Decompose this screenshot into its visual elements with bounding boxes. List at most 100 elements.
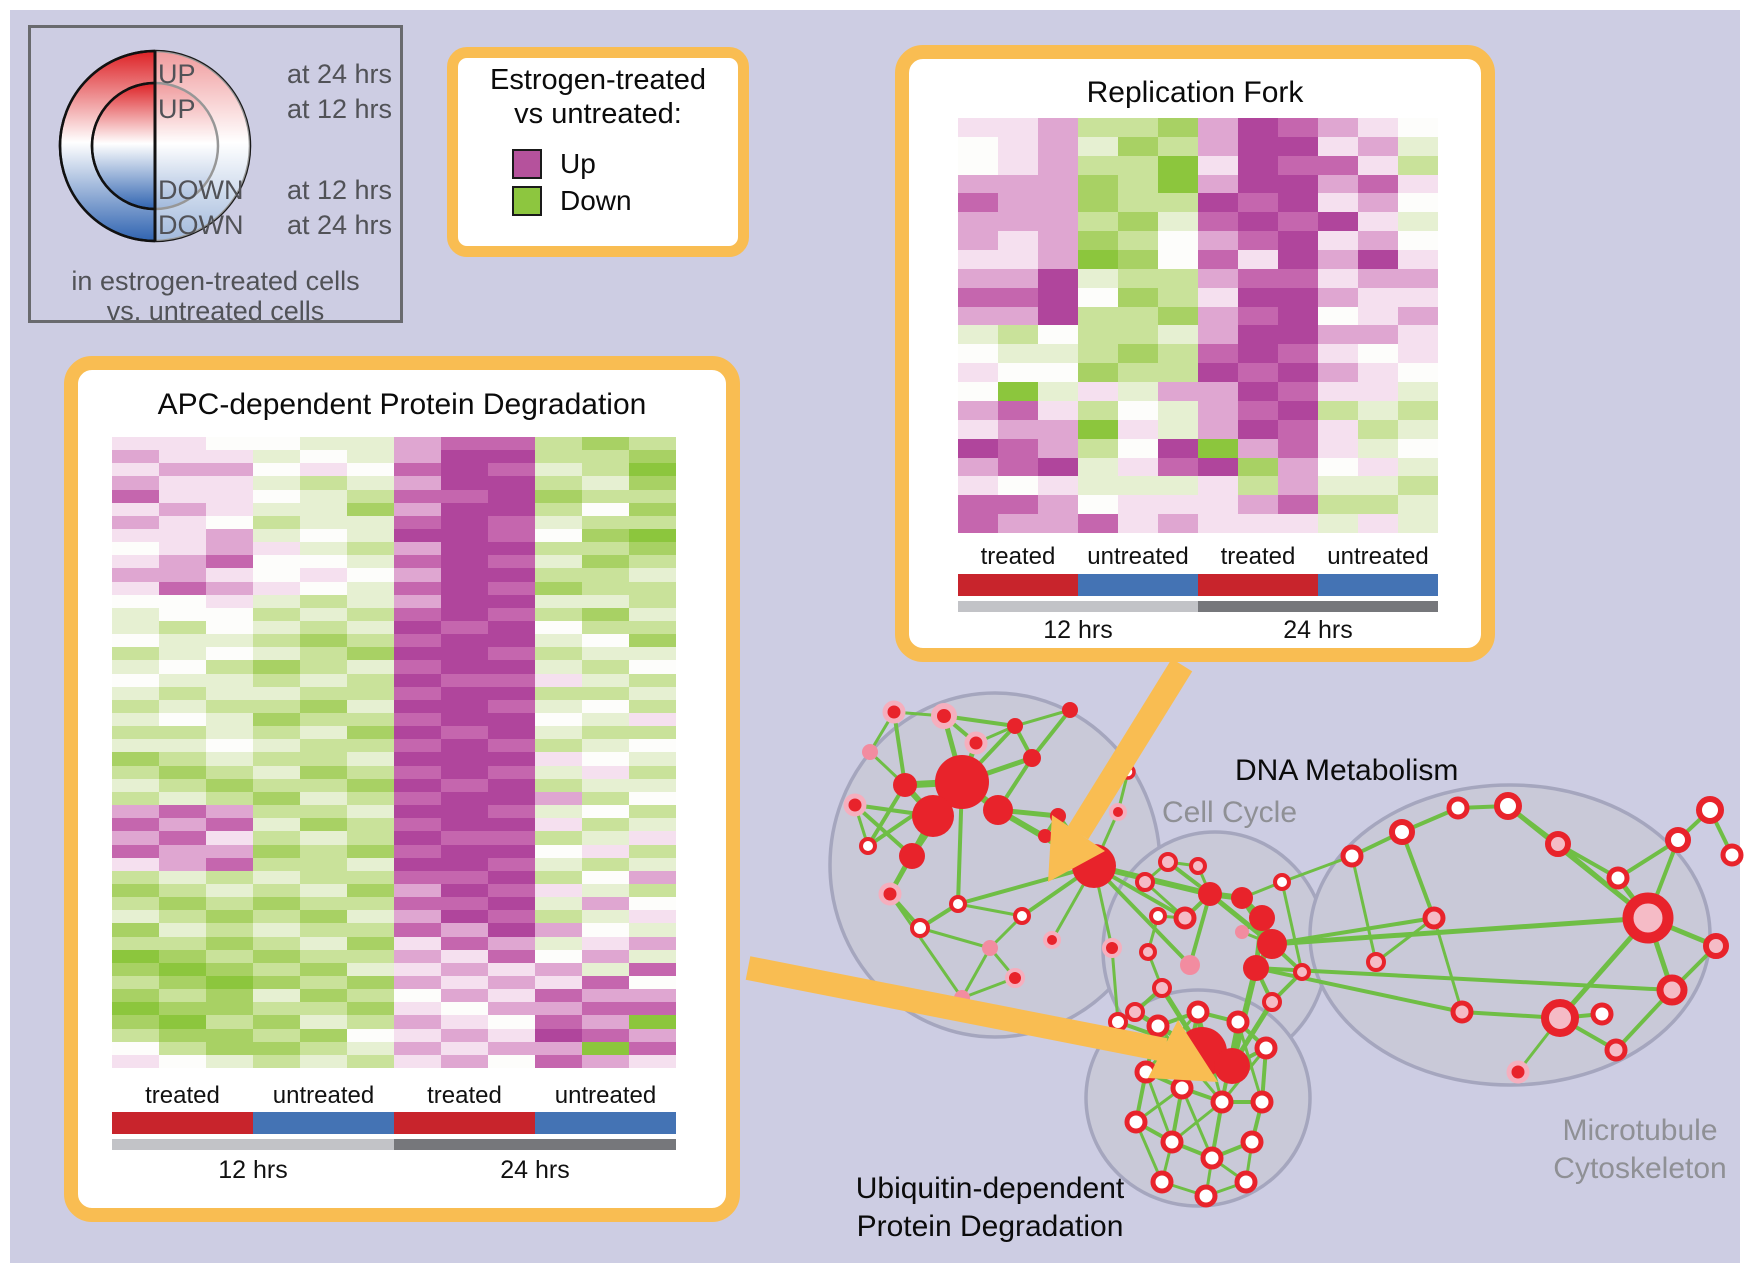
heatmap-cell [300, 778, 347, 792]
updown-ring-graphic [58, 49, 252, 243]
network-edge [960, 724, 1017, 784]
heatmap-cell [206, 1054, 253, 1068]
heatmap-cell [206, 962, 253, 976]
heatmap-cell [394, 581, 441, 595]
heatmap-cell [582, 555, 629, 569]
heatmap-cell [1318, 268, 1358, 288]
heatmap-cell [1038, 287, 1078, 307]
heatmap-cell [1318, 382, 1358, 401]
apc-timebar-24hrs [394, 1139, 676, 1150]
heatmap-cell [253, 529, 300, 543]
heatmap-cell [159, 489, 206, 503]
network-edge [1167, 860, 1199, 868]
heatmap-cell [1358, 174, 1398, 194]
ring-legend-box: UP at 24 hrs UP at 12 hrs DOWN at 12 hrs… [28, 25, 403, 326]
heatmap-cell [629, 515, 676, 530]
heatmap-cell [206, 765, 253, 779]
heatmap-cell [958, 287, 998, 307]
heatmap-cell [253, 844, 300, 858]
heatmap-cell [347, 1041, 394, 1055]
heatmap-cell [300, 975, 347, 990]
heatmap-cell [629, 923, 676, 937]
heatmap-cell [488, 555, 535, 569]
heatmap-cell [441, 923, 488, 937]
heatmap-cell [998, 438, 1038, 458]
heatmap-cell [1158, 155, 1198, 175]
heatmap-cell [441, 989, 488, 1003]
heatmap-cell [1238, 344, 1278, 364]
repfork-hour-labels: 12 hrs 24 hrs [1043, 616, 1353, 644]
heatmap-cell [300, 581, 347, 595]
heatmap-cell [1398, 476, 1438, 496]
network-edge [1144, 1025, 1160, 1073]
heatmap-cell [394, 726, 441, 740]
heatmap-cell [1238, 363, 1278, 383]
heatmap-cell [582, 713, 629, 727]
heatmap-cell [1278, 118, 1318, 137]
heatmap-cell [347, 502, 394, 516]
network-edge [1220, 1021, 1240, 1103]
heatmap-cell [159, 805, 206, 819]
heatmap-cell [441, 805, 488, 819]
heatmap-cell [1318, 325, 1358, 345]
heatmap-cell [112, 463, 159, 477]
heatmap-cell [347, 962, 394, 976]
heatmap-cell [300, 634, 347, 648]
heatmap-cell [1198, 250, 1238, 269]
network-edge [997, 807, 1059, 819]
network-edge [1258, 916, 1276, 946]
label-ubiquitin-degradation: Ubiquitin-dependent Protein Degradation [855, 1172, 1125, 1243]
network-node [1062, 702, 1078, 718]
heatmap-cell [1318, 212, 1358, 232]
heatmap-cell [347, 936, 394, 950]
heatmap-cell [998, 174, 1038, 194]
network-edge [1144, 1011, 1200, 1073]
heatmap-cell [347, 765, 394, 779]
network-edge [1457, 804, 1509, 810]
right-half-fade [155, 51, 250, 241]
heatmap-cell [394, 739, 441, 753]
heatmap-cell [535, 1054, 582, 1068]
heatmap-cell [159, 634, 206, 648]
heatmap-cell [1318, 438, 1358, 458]
heatmap-cell [253, 805, 300, 819]
network-edge [1157, 914, 1186, 920]
heatmap-cell [629, 529, 676, 543]
heatmap-cell [253, 594, 300, 608]
heatmap-cell [1398, 212, 1438, 232]
rf-bar-untreated-24 [1318, 574, 1438, 596]
heatmap-cell [159, 647, 206, 661]
heatmap-cell [958, 212, 998, 232]
heatmap-cell [488, 437, 535, 451]
heatmap-cell [112, 699, 159, 714]
heatmap-cell [488, 831, 535, 845]
heatmap-cell [535, 910, 582, 924]
network-edge [1559, 1016, 1617, 1052]
heatmap-cell [1238, 495, 1278, 515]
network-edge [1557, 842, 1619, 880]
updown-legend-title-2: vs untreated: [514, 98, 682, 130]
heatmap-cell [1358, 325, 1398, 345]
network-node [1262, 992, 1282, 1012]
heatmap-cell [535, 1041, 582, 1055]
heatmap-cell [488, 1054, 535, 1068]
heatmap-cell [582, 883, 629, 898]
heatmap-cell [441, 739, 488, 753]
heatmap-cell [1358, 495, 1398, 515]
network-node [1446, 796, 1470, 820]
heatmap-cell [441, 897, 488, 911]
heatmap-cell [159, 581, 206, 595]
heatmap-cell [206, 555, 253, 569]
network-edge [1506, 804, 1560, 846]
heatmap-cell [112, 726, 159, 740]
heatmap-cell [582, 673, 629, 687]
heatmap-cell [535, 1015, 582, 1029]
heatmap-cell [1198, 363, 1238, 383]
heatmap-cell [629, 437, 676, 451]
heatmap-cell [1198, 306, 1238, 326]
heatmap-cell [582, 936, 629, 950]
heatmap-cell [629, 476, 676, 490]
network-edge [1014, 708, 1071, 728]
heatmap-cell [300, 713, 347, 727]
heatmap-cell [1238, 438, 1278, 458]
